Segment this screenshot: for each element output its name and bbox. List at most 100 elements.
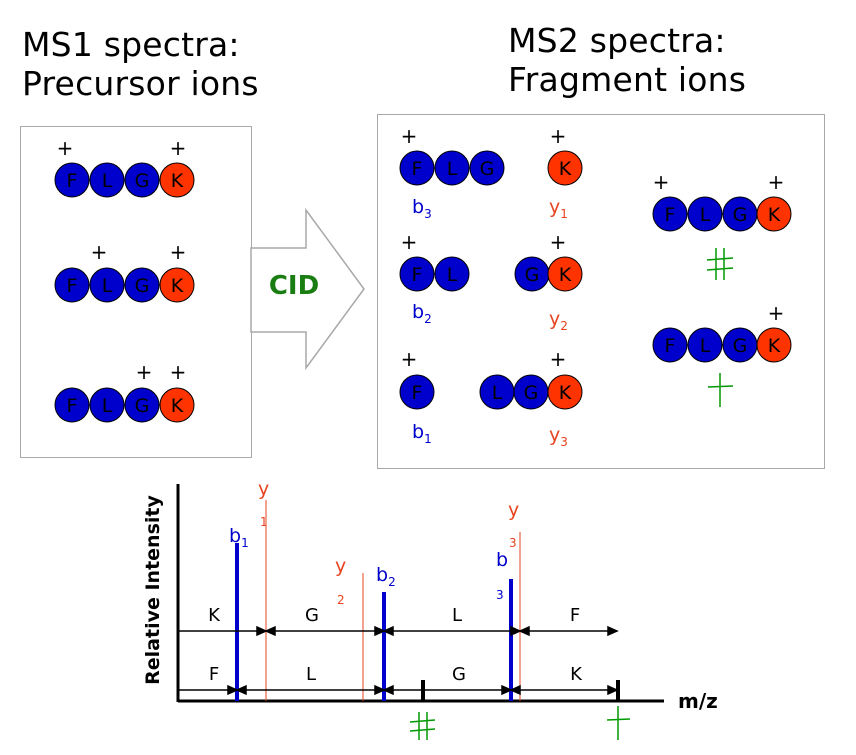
residue-bead — [547, 150, 583, 186]
peak-label-y3-sub: 3 — [509, 536, 517, 550]
fragment-label: y1 — [549, 196, 568, 221]
residue-bead — [89, 162, 125, 198]
residue-letter: L — [102, 170, 113, 192]
residue-letter: G — [135, 170, 150, 192]
charge-sign: + — [768, 301, 785, 325]
residue-letter: K — [559, 382, 572, 404]
charge-sign: + — [550, 230, 567, 254]
gap-label: F — [209, 664, 219, 685]
residue-bead — [54, 267, 90, 303]
residue-bead — [124, 267, 160, 303]
residue-letter: L — [102, 395, 113, 417]
residue-letter: K — [768, 204, 781, 226]
fragment-label: b2 — [412, 301, 432, 326]
spectrum: Relative Intensity m/z b1 y 1 y 2 b2 y 3… — [142, 478, 718, 740]
residue-bead — [89, 387, 125, 423]
fragment-label: b1 — [412, 421, 432, 446]
residue-bead — [159, 162, 195, 198]
gap-label: G — [452, 664, 466, 685]
fragment-b2: + F L b2 — [399, 230, 470, 326]
residue-bead — [687, 327, 723, 363]
peak-label-b3-main: b — [496, 549, 508, 571]
charge-sign: + — [653, 170, 670, 194]
y-axis-label: Relative Intensity — [142, 495, 164, 685]
fragment-y3: + L G K y3 — [479, 347, 583, 449]
fragment-y1: + K y1 — [547, 124, 583, 221]
peak-label-b1: b1 — [229, 525, 249, 550]
residue-letter: F — [412, 382, 423, 404]
x-axis-label: m/z — [678, 689, 718, 713]
residue-bead — [54, 387, 90, 423]
residue-bead — [652, 196, 688, 232]
residue-letter: G — [733, 335, 748, 357]
gap-label: F — [570, 605, 580, 626]
residue-letter: F — [665, 335, 676, 357]
fragment-b3: + F L G b3 — [399, 124, 505, 221]
charge-sign: + — [401, 230, 418, 254]
residue-letter: G — [525, 264, 540, 286]
peak-label-b2: b2 — [376, 564, 396, 589]
charge-sign: + — [550, 347, 567, 371]
residue-bead — [756, 196, 792, 232]
residue-letter: K — [559, 158, 572, 180]
residue-bead — [89, 267, 125, 303]
single-cross-icon — [606, 706, 631, 740]
double-cross-icon — [409, 712, 436, 740]
ms1-heading: MS1 spectra: Precursor ions — [22, 25, 259, 104]
residue-letter: G — [480, 158, 495, 180]
intact-peptide-top: + + F L G K — [652, 170, 792, 280]
upper-mass-ladder — [178, 625, 619, 637]
peak-label-y2-main: y — [335, 555, 346, 577]
residue-bead — [687, 196, 723, 232]
residue-bead — [469, 150, 505, 186]
residue-letter: F — [67, 275, 78, 297]
residue-bead — [547, 374, 583, 410]
peak-label-y2-sub: 2 — [337, 593, 345, 607]
residue-letter: F — [412, 158, 423, 180]
residue-bead — [434, 256, 470, 292]
residue-bead — [547, 256, 583, 292]
double-cross-icon — [706, 248, 734, 280]
residue-bead — [54, 162, 90, 198]
gap-label: K — [570, 664, 583, 685]
residue-letter: F — [67, 395, 78, 417]
ms1-peptide-1: + + F L G K — [54, 136, 195, 198]
residue-letter: F — [412, 264, 423, 286]
residue-letter: K — [171, 395, 184, 417]
ms2-heading: MS2 spectra: Fragment ions — [508, 21, 746, 100]
peak-label-y1-main: y — [258, 478, 269, 500]
lower-mass-ladder — [178, 684, 619, 696]
ms1-peptide-3: + + F L G K — [54, 360, 195, 423]
gap-label: G — [305, 605, 319, 626]
peak-label-b3-sub: 3 — [496, 588, 504, 602]
residue-letter: G — [135, 275, 150, 297]
residue-letter: L — [447, 264, 458, 286]
residue-letter: L — [700, 335, 711, 357]
intact-peptide-bottom: + F L G K — [652, 301, 792, 407]
charge-sign: + — [401, 124, 418, 148]
residue-bead — [652, 327, 688, 363]
ms2-heading-line1: MS2 spectra: — [508, 21, 726, 60]
charge-sign: + — [170, 240, 187, 264]
residue-letter: K — [171, 170, 184, 192]
cid-label: CID — [269, 271, 319, 301]
residue-letter: L — [492, 382, 503, 404]
charge-sign: + — [136, 360, 153, 384]
residue-bead — [159, 387, 195, 423]
fragment-y2: + G K y2 — [514, 230, 583, 333]
residue-letter: F — [67, 170, 78, 192]
peak-label-y3-main: y — [508, 499, 519, 521]
fragment-label: y3 — [549, 424, 568, 449]
gap-label: L — [452, 605, 462, 626]
peak-label-y1-sub: 1 — [260, 515, 268, 529]
charge-sign: + — [768, 170, 785, 194]
ms1-peptide-2: + + F L G K — [54, 240, 195, 303]
residue-bead — [756, 327, 792, 363]
residue-letter: G — [524, 382, 539, 404]
residue-letter: K — [171, 275, 184, 297]
residue-letter: K — [559, 264, 572, 286]
residue-bead — [159, 267, 195, 303]
residue-letter: F — [665, 204, 676, 226]
residue-bead — [399, 150, 435, 186]
